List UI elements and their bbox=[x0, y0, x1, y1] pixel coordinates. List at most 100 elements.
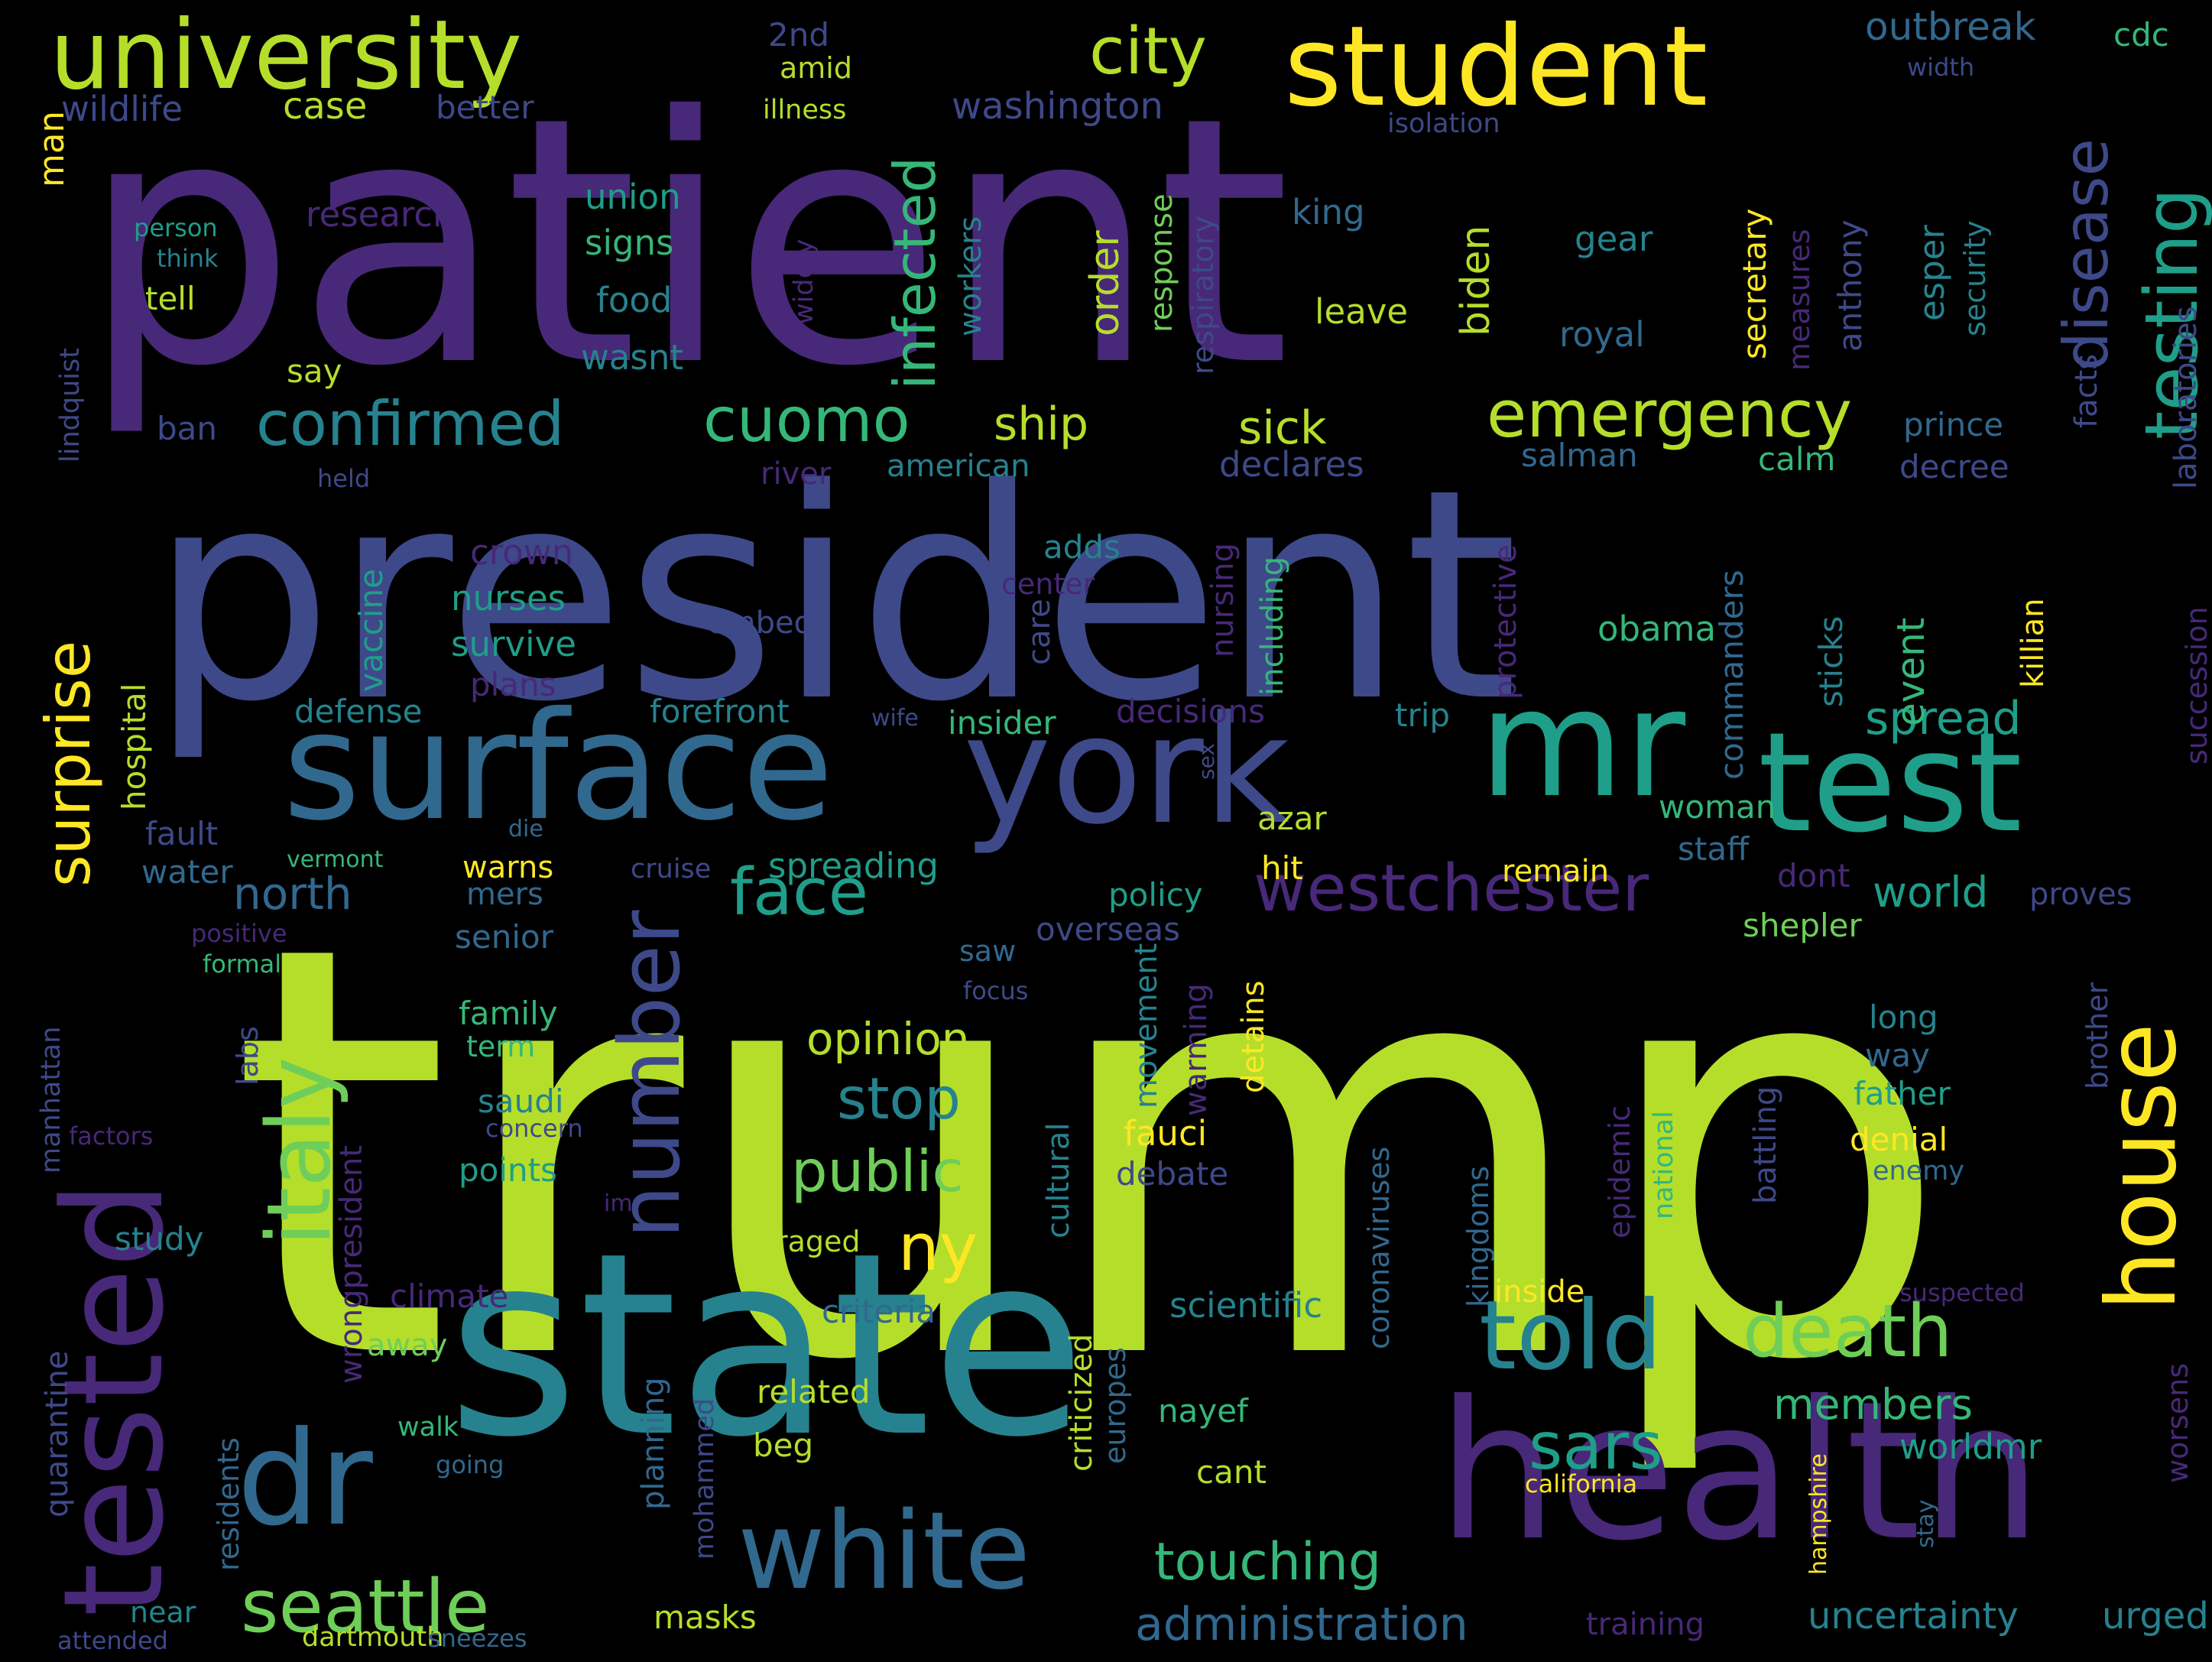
cloud-word-suspected: suspected bbox=[1899, 1278, 2025, 1307]
cloud-word-away: away bbox=[367, 1328, 448, 1363]
cloud-word-surface: surface bbox=[283, 680, 834, 853]
cloud-word-inside: inside bbox=[1494, 1274, 1585, 1310]
cloud-word-leave: leave bbox=[1315, 291, 1409, 332]
cloud-word-italy: italy bbox=[248, 1057, 351, 1246]
cloud-word-near: near bbox=[130, 1595, 196, 1629]
cloud-word-beg: beg bbox=[753, 1427, 814, 1464]
cloud-word-insider: insider bbox=[948, 704, 1056, 742]
cloud-word-respiratory: respiratory bbox=[1186, 216, 1220, 375]
cloud-word-manhattan: manhattan bbox=[36, 1026, 66, 1173]
cloud-word-long: long bbox=[1869, 998, 1938, 1036]
cloud-word-union: union bbox=[585, 177, 681, 217]
cloud-word-study: study bbox=[115, 1220, 204, 1258]
cloud-word-spreading: spreading bbox=[768, 846, 939, 886]
cloud-word-amid: amid bbox=[780, 51, 852, 85]
cloud-word-saw: saw bbox=[959, 934, 1017, 968]
cloud-word-denial: denial bbox=[1850, 1121, 1948, 1158]
cloud-word-criticized: criticized bbox=[1064, 1333, 1099, 1472]
cloud-word-movement: movement bbox=[1129, 943, 1164, 1109]
cloud-word-westchester: westchester bbox=[1254, 851, 1649, 927]
cloud-word-wife: wife bbox=[871, 705, 919, 732]
cloud-word-trip: trip bbox=[1395, 696, 1451, 734]
cloud-word-survive: survive bbox=[451, 624, 576, 664]
cloud-word-warns: warns bbox=[462, 850, 554, 885]
cloud-word-crown: crown bbox=[470, 532, 574, 573]
cloud-word-declares: declares bbox=[1219, 444, 1364, 485]
cloud-word-seattle: seattle bbox=[241, 1565, 490, 1649]
cloud-word-mr: mr bbox=[1479, 657, 1686, 830]
cloud-word-factors: factors bbox=[69, 1122, 154, 1151]
cloud-word-policy: policy bbox=[1108, 876, 1203, 914]
cloud-word-vaccine: vaccine bbox=[352, 569, 390, 692]
cloud-word-related: related bbox=[757, 1373, 871, 1410]
cloud-word-saudi: saudi bbox=[478, 1083, 564, 1120]
cloud-word-father: father bbox=[1854, 1075, 1951, 1112]
cloud-word-dont: dont bbox=[1777, 857, 1850, 894]
cloud-word-points: points bbox=[459, 1151, 557, 1189]
cloud-word-sick: sick bbox=[1238, 401, 1327, 455]
cloud-word-measures: measures bbox=[1782, 229, 1816, 371]
cloud-word-mohammed: mohammed bbox=[689, 1397, 720, 1560]
cloud-word-hospital: hospital bbox=[115, 683, 153, 810]
cloud-word-president: president bbox=[149, 427, 1519, 765]
cloud-word-biden: biden bbox=[1453, 225, 1499, 336]
cloud-word-city: city bbox=[1089, 14, 1207, 89]
cloud-word-ny: ny bbox=[898, 1210, 978, 1286]
cloud-word-warming: warming bbox=[1179, 983, 1214, 1116]
cloud-word-decisions: decisions bbox=[1116, 693, 1266, 730]
cloud-word-case: case bbox=[283, 85, 368, 128]
cloud-word-told: told bbox=[1479, 1281, 1662, 1391]
cloud-word-number: number bbox=[601, 910, 699, 1238]
cloud-word-spread: spread bbox=[1865, 692, 2022, 745]
cloud-word-overseas: overseas bbox=[1036, 911, 1180, 948]
cloud-word-nayef: nayef bbox=[1158, 1392, 1248, 1430]
cloud-word-nurses: nurses bbox=[451, 578, 566, 618]
cloud-word-decree: decree bbox=[1899, 448, 2009, 485]
cloud-word-say: say bbox=[287, 352, 342, 390]
cloud-word-prince: prince bbox=[1903, 406, 2004, 443]
cloud-word-coronaviruses: coronaviruses bbox=[1362, 1146, 1396, 1349]
cloud-word-dr: dr bbox=[237, 1404, 373, 1555]
cloud-word-facts: facts bbox=[2069, 353, 2104, 428]
cloud-word-worsens: worsens bbox=[2161, 1362, 2194, 1483]
cloud-word-debate: debate bbox=[1116, 1155, 1229, 1193]
cloud-word-wasnt: wasnt bbox=[581, 337, 683, 378]
cloud-word-wildlife: wildlife bbox=[61, 89, 183, 129]
cloud-word-protective: protective bbox=[1488, 544, 1523, 700]
cloud-word-brother: brother bbox=[2081, 982, 2114, 1089]
cloud-word-europes: europes bbox=[1098, 1347, 1132, 1464]
cloud-word-face: face bbox=[730, 855, 869, 930]
cloud-word-killian: killian bbox=[2016, 598, 2051, 688]
cloud-word-masks: masks bbox=[654, 1599, 757, 1636]
cloud-word-ban: ban bbox=[157, 410, 218, 447]
cloud-word-sticks: sticks bbox=[1812, 615, 1850, 707]
cloud-word-2nd: 2nd bbox=[768, 16, 830, 54]
cloud-word-worldmr: worldmr bbox=[1899, 1427, 2042, 1467]
cloud-word-person: person bbox=[134, 213, 218, 242]
cloud-word-battling: battling bbox=[1748, 1086, 1783, 1204]
cloud-word-members: members bbox=[1773, 1380, 1974, 1429]
cloud-word-man: man bbox=[31, 111, 72, 187]
cloud-word-including: including bbox=[1255, 556, 1290, 696]
cloud-word-training: training bbox=[1586, 1607, 1704, 1642]
cloud-word-research: research bbox=[306, 194, 455, 235]
cloud-word-width: width bbox=[1907, 53, 1975, 82]
cloud-word-laboratories: laboratories bbox=[2168, 306, 2204, 489]
cloud-word-gear: gear bbox=[1575, 219, 1653, 259]
cloud-word-care: care bbox=[1022, 599, 1057, 665]
cloud-word-confirmed: confirmed bbox=[256, 388, 565, 459]
cloud-word-obama: obama bbox=[1597, 609, 1717, 649]
cloud-word-touching: touching bbox=[1154, 1532, 1382, 1592]
cloud-word-focus: focus bbox=[963, 976, 1029, 1005]
cloud-word-raged: raged bbox=[776, 1225, 861, 1258]
cloud-word-walk: walk bbox=[397, 1412, 459, 1443]
cloud-word-response: response bbox=[1144, 193, 1179, 333]
cloud-word-cuomo: cuomo bbox=[703, 385, 910, 456]
cloud-word-uncertainty: uncertainty bbox=[1808, 1595, 2019, 1638]
cloud-word-outbreak: outbreak bbox=[1865, 5, 2036, 49]
cloud-word-illness: illness bbox=[763, 95, 847, 125]
cloud-word-anthony: anthony bbox=[1831, 219, 1869, 352]
cloud-word-widely: widely bbox=[789, 239, 819, 325]
cloud-word-calm: calm bbox=[1758, 440, 1836, 478]
